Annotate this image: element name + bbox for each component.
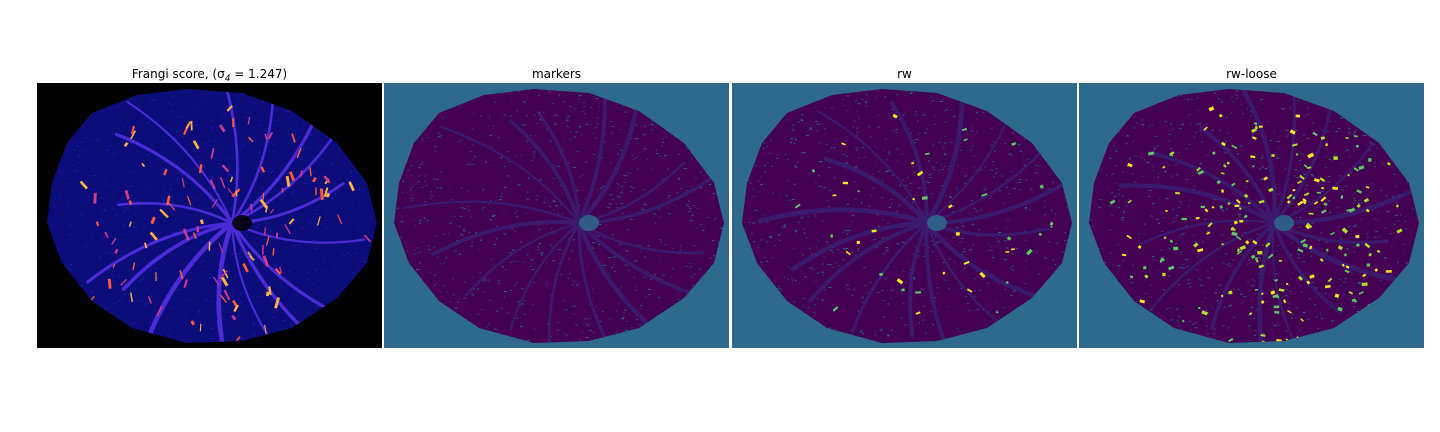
panel-rw-loose: rw-loose [1079, 64, 1424, 348]
panel-title: markers [531, 67, 582, 81]
fundus-region [47, 89, 377, 343]
optic-disc [579, 215, 599, 231]
optic-disc [1274, 215, 1294, 231]
panel-title: Frangi score, (σ4 = 1.247) [131, 67, 288, 84]
panel-rw: rw [732, 64, 1077, 348]
panel-markers: markers [384, 64, 729, 348]
vessel-texture [1089, 89, 1419, 343]
optic-disc [927, 215, 947, 231]
optic-disc [232, 215, 252, 231]
panel-title: rw-loose [1226, 67, 1277, 81]
rw-loose-image [1079, 83, 1424, 348]
panel-frangi-score: Frangi score, (σ4 = 1.247) [37, 64, 382, 348]
rw-image [732, 83, 1077, 348]
markers-image [384, 83, 729, 348]
frangi-score-image [37, 83, 382, 348]
panel-title: rw [897, 67, 912, 81]
